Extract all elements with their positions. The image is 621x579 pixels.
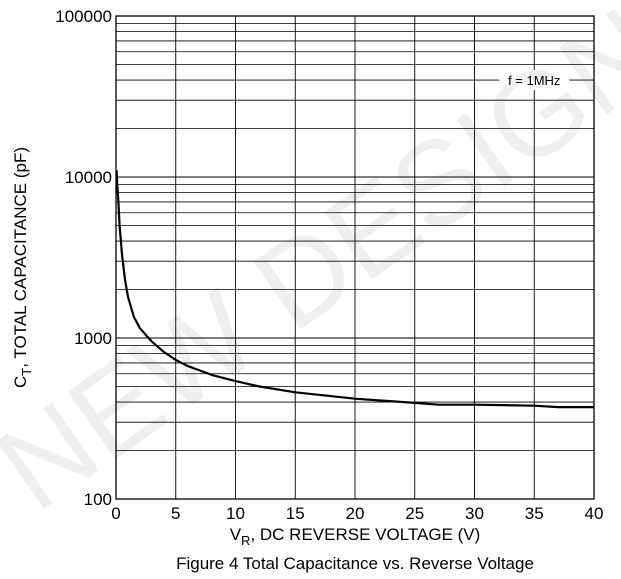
- x-tick-label: 20: [346, 504, 365, 523]
- frequency-annotation: f = 1MHz: [499, 70, 570, 91]
- x-tick-label: 25: [405, 504, 424, 523]
- x-tick-label: 0: [111, 504, 120, 523]
- x-tick-label: 35: [525, 504, 544, 523]
- x-tick-label: 5: [171, 504, 180, 523]
- x-tick-label: 15: [286, 504, 305, 523]
- plot-area-frame: [115, 15, 595, 500]
- y-tick-label: 100: [84, 490, 112, 509]
- x-axis-label: VR, DC REVERSE VOLTAGE (V): [230, 525, 481, 548]
- x-tick-label: 30: [465, 504, 484, 523]
- y-axis-ticks: 100 1000 10000 100000: [55, 7, 112, 509]
- x-tick-label: 10: [226, 504, 245, 523]
- annotation-text: f = 1MHz: [508, 73, 560, 88]
- y-tick-label: 100000: [55, 7, 112, 26]
- x-axis-ticks: 0 5 10 15 20 25 30 35 40: [111, 504, 603, 523]
- annotation-background: [499, 70, 570, 91]
- chart-grid: [116, 16, 594, 499]
- y-tick-label: 1000: [74, 329, 112, 348]
- y-axis-label: CT, TOTAL CAPACITANCE (pF): [11, 147, 34, 388]
- y-tick-label: 10000: [65, 168, 112, 187]
- capacitance-curve: [115, 170, 594, 409]
- x-tick-label: 40: [585, 504, 604, 523]
- figure-caption: Figure 4 Total Capacitance vs. Reverse V…: [176, 554, 534, 573]
